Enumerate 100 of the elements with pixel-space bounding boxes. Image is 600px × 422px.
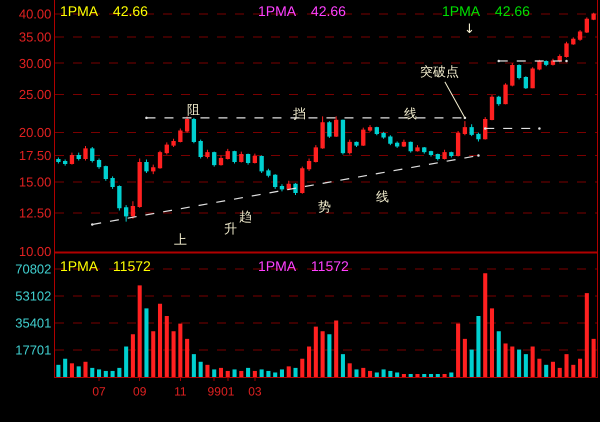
candlestick xyxy=(117,184,122,211)
y-tick-label: 25.00 xyxy=(18,87,52,102)
candlestick xyxy=(476,132,481,142)
bar xyxy=(571,364,576,378)
annotation: 上 xyxy=(174,233,187,248)
candlestick xyxy=(340,118,346,156)
annotation: 升 xyxy=(224,222,237,237)
bar xyxy=(130,334,135,378)
bar xyxy=(462,338,467,378)
candlestick xyxy=(266,168,271,178)
candlestick xyxy=(151,164,156,175)
candlestick xyxy=(70,152,74,166)
annotation: ↓ xyxy=(464,22,475,37)
candlestick xyxy=(584,16,589,34)
bar xyxy=(56,364,60,378)
candlestick xyxy=(164,142,169,156)
bar xyxy=(510,346,514,378)
candlestick xyxy=(104,165,108,182)
candlestick xyxy=(524,76,528,90)
bar xyxy=(212,369,216,378)
bar xyxy=(524,354,528,378)
candlestick xyxy=(462,120,468,136)
bar xyxy=(476,316,480,378)
bar xyxy=(226,370,230,378)
candlestick xyxy=(348,139,352,156)
candlestick xyxy=(184,116,190,134)
candlestick xyxy=(394,140,400,148)
bar xyxy=(83,362,88,378)
bar xyxy=(415,374,420,378)
candlestick xyxy=(280,184,284,192)
candlestick xyxy=(314,144,318,164)
candlestick xyxy=(300,166,304,194)
candlestick xyxy=(212,151,216,168)
x-tick-label: 07 xyxy=(92,384,106,398)
bar xyxy=(232,369,237,378)
bar xyxy=(544,364,548,378)
candlestick xyxy=(490,94,494,121)
bar xyxy=(104,370,108,378)
bar xyxy=(97,369,102,378)
candlestick xyxy=(246,153,250,166)
bar xyxy=(70,363,74,378)
candlestick xyxy=(198,139,203,159)
bar xyxy=(144,308,148,378)
bar xyxy=(436,374,440,378)
candlestick xyxy=(138,158,142,208)
y-tick-label: 17.50 xyxy=(18,148,52,164)
candlestick xyxy=(320,116,325,150)
bar xyxy=(550,362,555,378)
candlestick xyxy=(273,174,278,190)
y-tick-label: 40.00 xyxy=(18,6,52,22)
candlestick xyxy=(436,153,440,161)
candlestick xyxy=(124,204,128,222)
annotation: 阻 xyxy=(187,103,200,118)
candlestick xyxy=(442,149,447,160)
candlestick xyxy=(470,124,474,137)
bar xyxy=(63,358,68,378)
bar xyxy=(456,324,460,378)
bar xyxy=(442,374,447,378)
bar xyxy=(280,369,284,378)
candlestick xyxy=(591,12,596,21)
annotation: 势 xyxy=(318,200,331,215)
candlestick xyxy=(130,200,136,220)
y-tick-label: 35401 xyxy=(15,316,52,331)
bar xyxy=(300,358,304,378)
bar xyxy=(320,331,325,378)
candlestick xyxy=(239,151,244,164)
annotation: 挡 xyxy=(293,107,306,122)
bar xyxy=(293,368,298,378)
annotation: 趋 xyxy=(239,210,252,225)
candlestick xyxy=(218,155,224,166)
bar xyxy=(368,370,372,378)
bar xyxy=(205,364,210,378)
candlestick xyxy=(408,140,413,154)
bar xyxy=(388,370,392,378)
candlestick xyxy=(259,155,264,174)
candlestick xyxy=(171,138,176,148)
bar xyxy=(496,331,501,378)
bar xyxy=(408,374,413,378)
bar xyxy=(517,350,522,378)
candlestick xyxy=(252,153,258,164)
candlestick xyxy=(90,146,94,164)
candlestick xyxy=(571,36,576,46)
bar xyxy=(76,366,81,378)
bar xyxy=(470,350,474,378)
y-tick-label: 12.50 xyxy=(18,206,52,221)
bar xyxy=(273,372,278,378)
bar xyxy=(402,374,406,378)
candlestick xyxy=(544,60,548,67)
candlestick xyxy=(158,150,162,170)
candlestick xyxy=(144,159,149,174)
bar xyxy=(117,368,122,378)
candlestick xyxy=(178,128,182,143)
annotation: 1PMA 42.66 xyxy=(258,3,346,19)
bar xyxy=(558,368,562,378)
candlestick xyxy=(232,150,237,164)
candlestick xyxy=(449,151,454,158)
bar xyxy=(537,358,542,378)
candlestick xyxy=(306,158,312,172)
candlestick xyxy=(110,176,115,190)
candlestick xyxy=(96,158,102,170)
